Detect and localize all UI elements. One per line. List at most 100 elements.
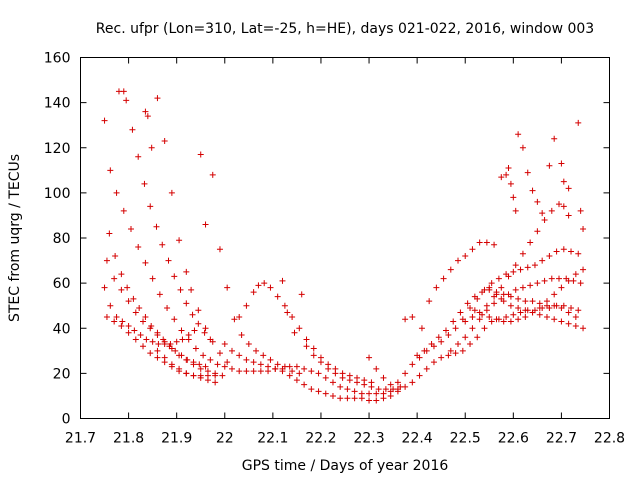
- x-tick-label: 22: [216, 431, 234, 447]
- data-point: [301, 365, 308, 372]
- data-point: [224, 284, 231, 291]
- data-point: [147, 350, 154, 357]
- data-point: [512, 286, 519, 293]
- data-point: [148, 144, 155, 151]
- data-point: [332, 370, 339, 377]
- data-point: [551, 291, 558, 298]
- data-point: [515, 316, 522, 323]
- x-tick-label: 22.5: [450, 431, 481, 447]
- data-point: [315, 388, 322, 395]
- data-point: [257, 368, 264, 375]
- data-point: [546, 253, 553, 260]
- data-point: [541, 277, 548, 284]
- data-point: [339, 374, 346, 381]
- series-sat-q: [414, 286, 579, 359]
- data-point: [315, 370, 322, 377]
- data-point: [214, 361, 221, 368]
- data-point: [551, 302, 558, 309]
- data-point: [118, 286, 125, 293]
- data-point: [503, 313, 510, 320]
- data-point: [267, 284, 274, 291]
- data-point: [442, 327, 449, 334]
- data-point: [136, 304, 143, 311]
- data-point: [524, 169, 531, 176]
- data-point: [409, 379, 416, 386]
- data-point: [510, 268, 517, 275]
- data-point: [176, 365, 183, 372]
- data-point: [255, 282, 262, 289]
- data-point: [228, 347, 235, 354]
- series-sat-i: [154, 347, 226, 379]
- data-point: [462, 253, 469, 260]
- data-point: [188, 286, 195, 293]
- x-tick-label: 22.1: [257, 431, 288, 447]
- data-point: [147, 325, 154, 332]
- data-point: [204, 372, 211, 379]
- data-point: [536, 311, 543, 318]
- data-point: [141, 180, 148, 187]
- data-point: [212, 379, 219, 386]
- data-point: [517, 266, 524, 273]
- data-point: [430, 359, 437, 366]
- data-point: [556, 275, 563, 282]
- data-point: [125, 298, 132, 305]
- data-point: [505, 165, 512, 172]
- data-point: [250, 368, 257, 375]
- data-point: [519, 284, 526, 291]
- data-point: [507, 318, 514, 325]
- chart-title: Rec. ufpr (Lon=310, Lat=-25, h=HE), days…: [96, 21, 594, 37]
- data-point: [190, 361, 197, 368]
- x-tick-label: 21.8: [113, 431, 144, 447]
- data-point: [183, 356, 190, 363]
- y-tick-label: 100: [44, 186, 71, 202]
- data-point: [296, 370, 303, 377]
- data-point: [164, 304, 171, 311]
- y-tick-label: 20: [53, 366, 71, 382]
- data-point: [207, 356, 214, 363]
- data-point: [135, 153, 142, 160]
- data-point: [344, 395, 351, 402]
- data-point: [515, 304, 522, 311]
- data-point: [154, 95, 161, 102]
- data-point: [469, 325, 476, 332]
- data-point: [101, 284, 108, 291]
- data-point: [565, 212, 572, 219]
- data-point: [486, 313, 493, 320]
- data-point: [382, 386, 389, 393]
- data-point: [298, 291, 305, 298]
- data-point: [433, 284, 440, 291]
- data-point: [479, 311, 486, 318]
- data-point: [402, 370, 409, 377]
- data-point: [250, 359, 257, 366]
- data-point: [522, 298, 529, 305]
- data-point: [168, 361, 175, 368]
- y-tick-label: 80: [53, 231, 71, 247]
- series-sat-b: [115, 88, 214, 343]
- data-point: [329, 392, 336, 399]
- data-point: [243, 368, 250, 375]
- data-point: [358, 395, 365, 402]
- data-point: [202, 221, 209, 228]
- data-point: [560, 246, 567, 253]
- data-point: [171, 273, 178, 280]
- data-point: [464, 300, 471, 307]
- data-point: [149, 275, 156, 282]
- data-point: [524, 264, 531, 271]
- data-point: [219, 372, 226, 379]
- data-point: [216, 350, 223, 357]
- data-point: [221, 363, 228, 370]
- data-point: [296, 325, 303, 332]
- data-point: [179, 336, 186, 343]
- data-point: [137, 332, 144, 339]
- data-point: [261, 280, 268, 287]
- data-point: [498, 174, 505, 181]
- data-point: [344, 386, 351, 393]
- data-point: [577, 280, 584, 287]
- data-point: [212, 372, 219, 379]
- data-point: [534, 198, 541, 205]
- data-point: [289, 368, 296, 375]
- data-point: [189, 311, 196, 318]
- data-point: [445, 352, 452, 359]
- data-point: [243, 356, 250, 363]
- data-point: [131, 327, 138, 334]
